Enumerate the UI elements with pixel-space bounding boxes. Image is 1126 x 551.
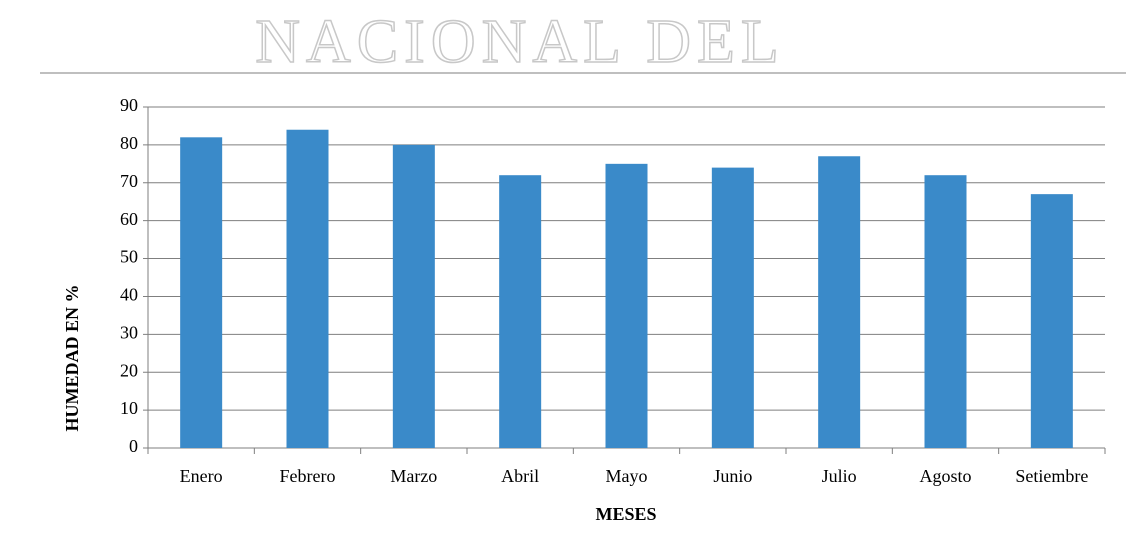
watermark: NACIONAL DEL: [255, 8, 784, 76]
y-tick-label: 60: [120, 209, 138, 229]
y-tick-label: 40: [120, 285, 138, 305]
bar: [286, 129, 329, 448]
x-axis-label: MESES: [595, 504, 656, 524]
x-tick-label: Setiembre: [1015, 466, 1088, 486]
bar: [392, 144, 435, 448]
bar: [818, 156, 861, 448]
y-tick-label: 70: [120, 171, 138, 191]
y-tick-label: 10: [120, 398, 138, 418]
bar: [499, 175, 542, 448]
y-axis-label: HUMEDAD EN %: [62, 285, 82, 432]
x-tick-label: Febrero: [280, 466, 336, 486]
x-tick-label: Agosto: [919, 466, 971, 486]
x-tick-label: Mayo: [606, 466, 648, 486]
bar: [180, 137, 223, 449]
y-tick-label: 90: [120, 95, 138, 115]
x-tick-label: Junio: [713, 466, 752, 486]
x-tick-label: Julio: [822, 466, 857, 486]
y-tick-label: 30: [120, 322, 138, 342]
bar: [924, 175, 967, 448]
y-tick-label: 0: [129, 436, 138, 456]
y-tick-label: 80: [120, 133, 138, 153]
x-tick-label: Abril: [501, 466, 539, 486]
y-tick-label: 20: [120, 360, 138, 380]
bar: [1030, 194, 1073, 448]
bar: [605, 163, 648, 449]
y-tick-label: 50: [120, 247, 138, 267]
bar: [711, 167, 754, 448]
x-tick-label: Marzo: [390, 466, 437, 486]
x-tick-label: Enero: [180, 466, 223, 486]
